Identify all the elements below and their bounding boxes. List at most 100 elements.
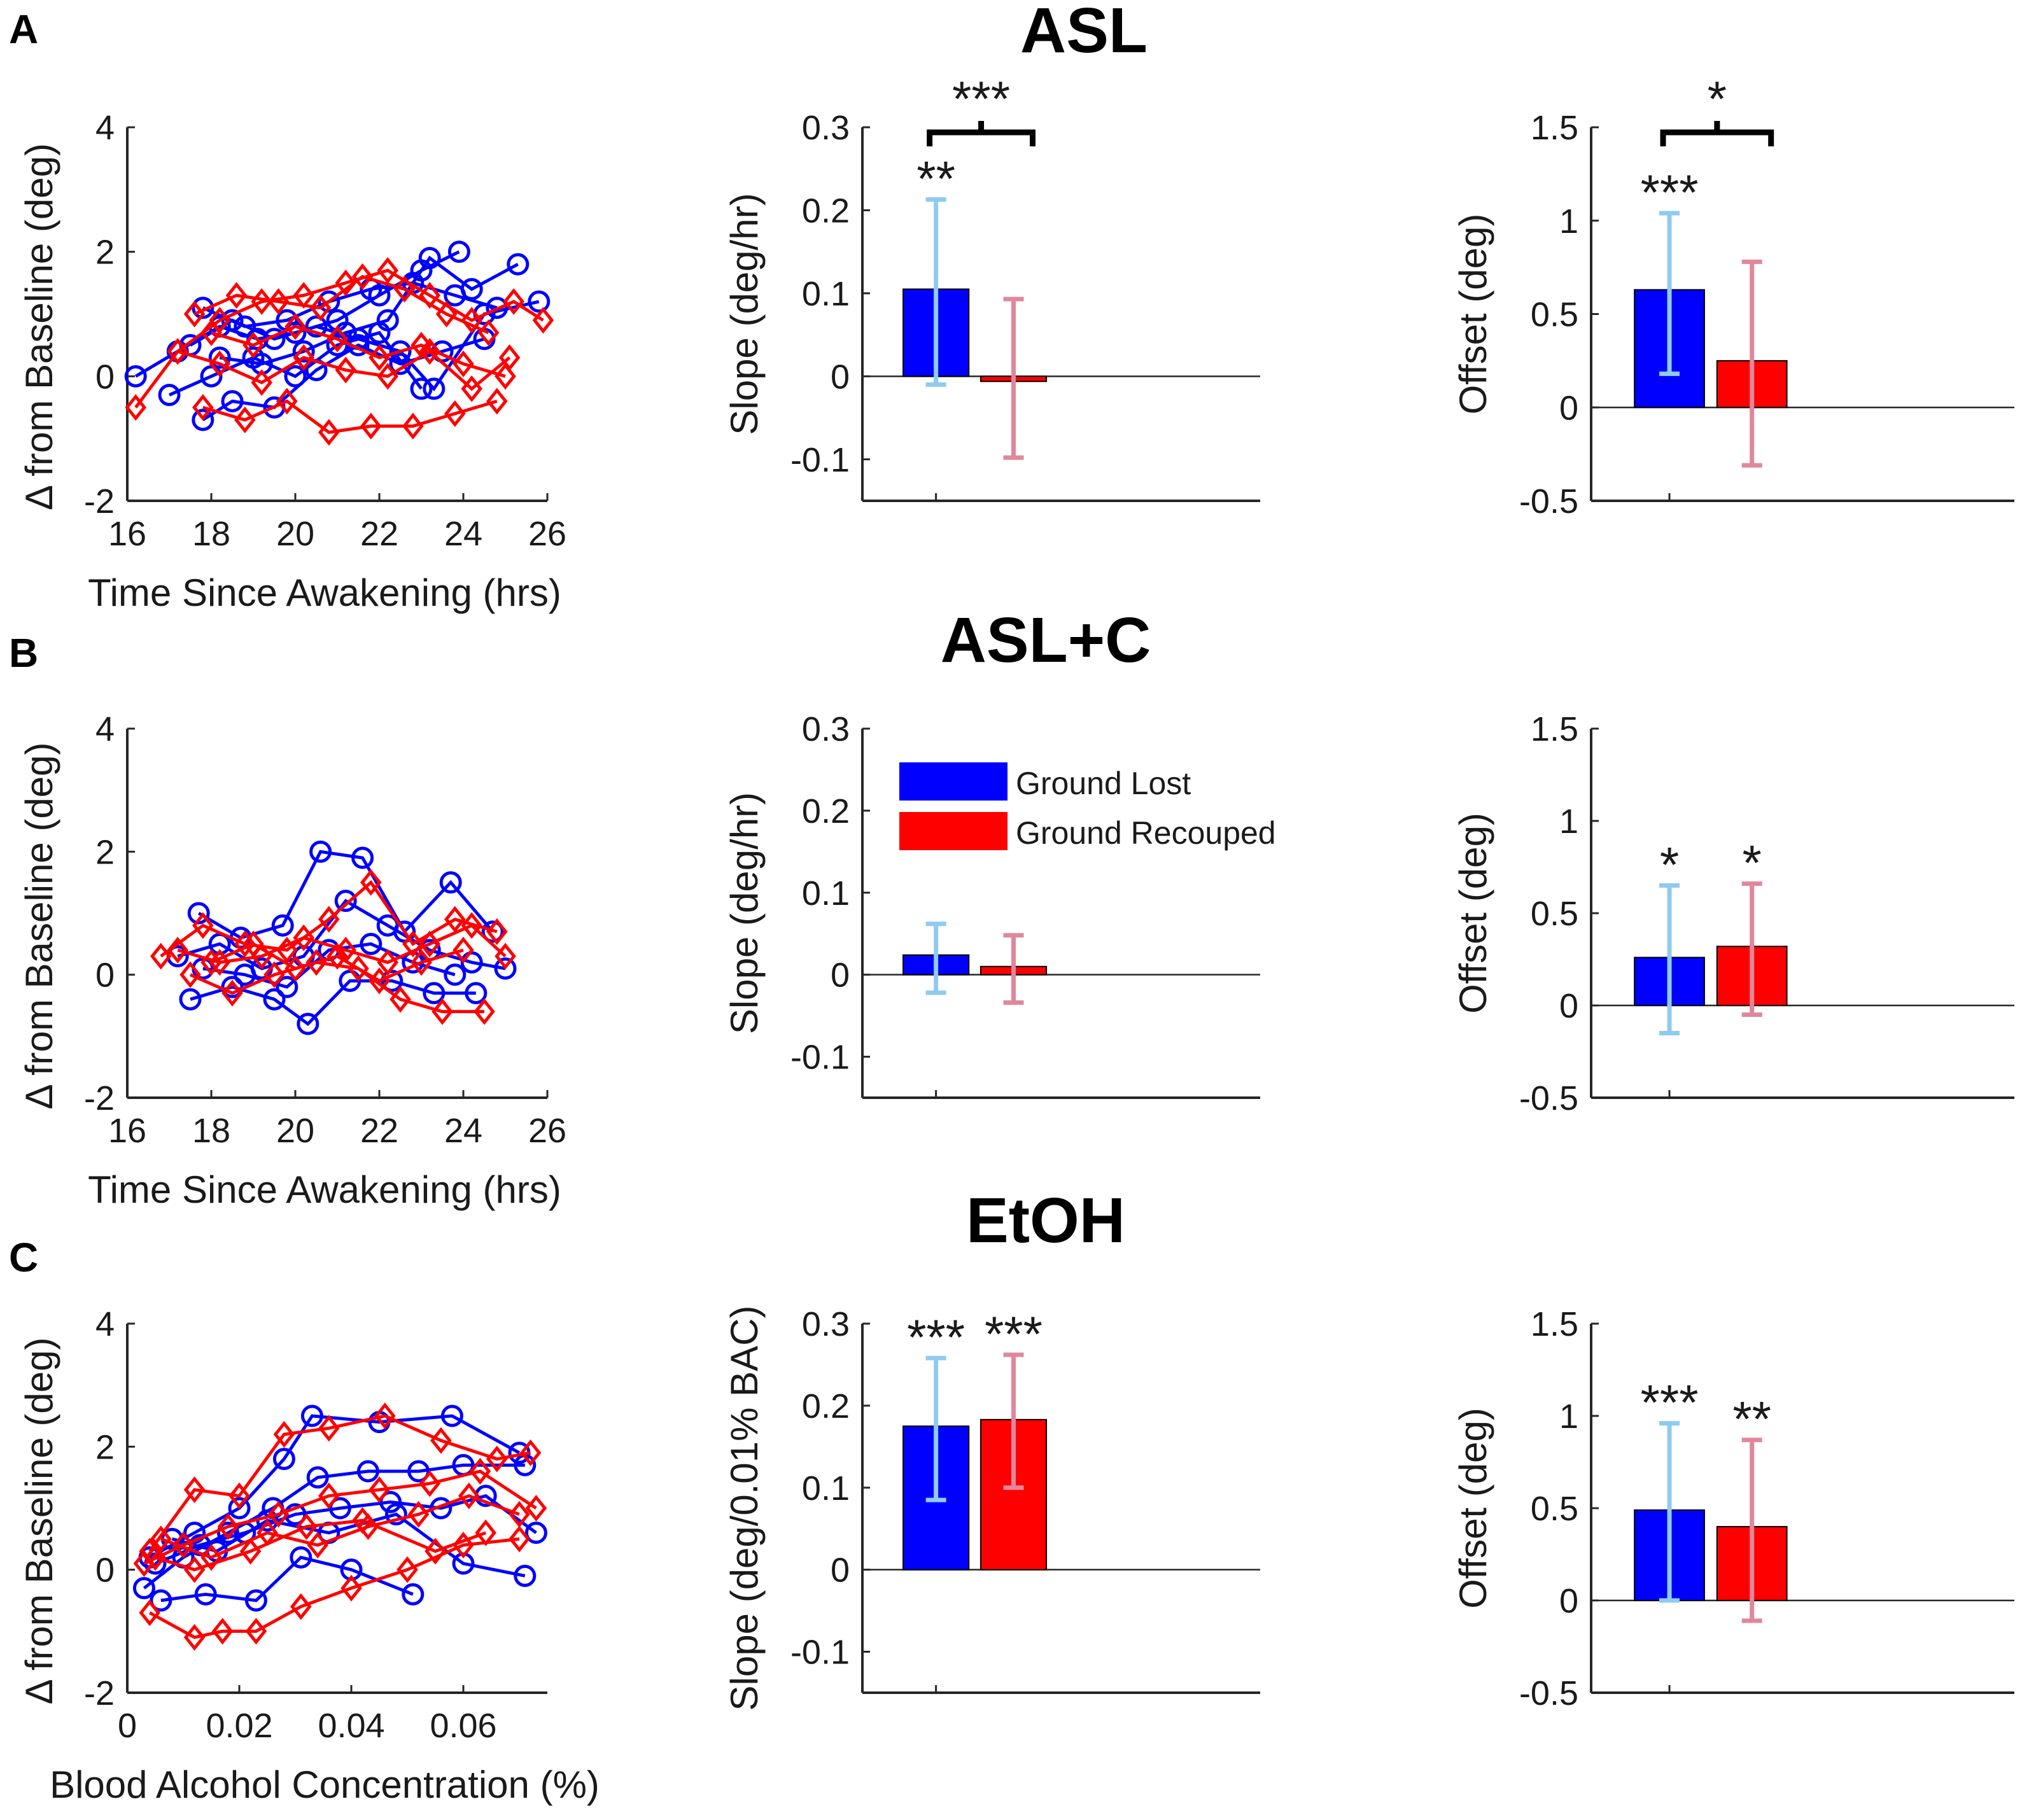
chart-a-scatter-point [393,276,416,303]
chart-a-scatter-point [435,300,458,328]
chart-b-scatter-point [276,976,298,998]
chart-b-scatter-point [263,988,286,1011]
chart-a-scatter-point [335,356,357,384]
chart-a-scatter-point [318,419,340,446]
chart-b-scatter-xtick-label: 18 [192,1112,230,1150]
chart-c-scatter-point [295,1513,318,1541]
chart-c-scatter-series-line [160,1494,520,1560]
chart-b-slope-ytick-label: -0.1 [790,1039,850,1077]
chart-a-scatter-point [192,394,214,421]
chart-c-scatter-point [519,1439,542,1467]
chart-a-scatter-point [460,277,483,300]
chart-b-offset-sig-stars: * [1660,837,1679,893]
chart-c-slope-ytick-label: 0 [831,1551,850,1590]
chart-b-scatter-point [461,912,483,939]
chart-c-scatter-xtick-label: 0.06 [430,1707,496,1745]
chart-c-scatter-point [430,1427,452,1454]
chart-c-scatter-point [306,1466,329,1489]
chart-a-scatter-point [503,288,525,315]
chart-a-scatter-point [377,363,399,390]
chart-a-offset: -0.5 0 0.5 1 1.5 Offset (deg) **** [1452,71,2014,521]
chart-c-scatter-series-line [148,1414,531,1553]
chart-c-slope-ytick-label: -0.1 [790,1634,850,1672]
chart-a-offset-ytick-label: 0 [1559,389,1578,427]
chart-c-scatter-point [307,1531,329,1559]
chart-c-scatter-point [244,1589,267,1612]
chart-b-scatter-ytick-label: -2 [84,1079,115,1117]
chart-c-scatter-series-line [155,1518,487,1572]
chart-c-scatter-point [132,1577,155,1600]
chart-c-scatter-ytick-label: 4 [95,1305,115,1343]
chart-a-scatter-ylabel: Δ from Baseline (deg) [18,143,60,510]
chart-b-slope-ytick-label: 0 [831,956,850,995]
chart-c-scatter-point [402,1583,425,1606]
chart-c-scatter-point [440,1404,463,1427]
chart-a-scatter-point [305,315,328,338]
chart-b-scatter-series-line [177,923,507,964]
legend-swatch-lost [899,762,1007,801]
chart-b-scatter-point [179,961,201,988]
chart-b-scatter-point [377,949,399,976]
chart-a-scatter-point [402,412,424,440]
chart-a-scatter-point [251,369,273,396]
chart-c-scatter-point [509,1501,530,1528]
chart-b-scatter-point [284,955,306,983]
legend-swatch-recouped [899,812,1007,850]
chart-a-slope-sig-bracket [927,121,1036,146]
chart-b-scatter-point [444,963,467,986]
chart-a-scatter-point [124,365,147,388]
chart-a-slope-sig-stars: ** [916,150,955,206]
chart-c-slope-ytick-label: 0.1 [802,1469,850,1508]
chart-c-scatter-point [419,1470,441,1497]
chart-a-scatter-point [351,263,374,290]
chart-b-scatter-point [402,930,424,958]
chart-c-scatter-point [239,1537,262,1565]
chart-c-scatter-xtick-label: 0 [118,1707,137,1745]
chart-a-scatter-point [309,294,332,321]
chart-a-scatter-point [461,375,483,402]
chart-b-scatter-point [360,932,383,955]
chart-a-offset-ytick-label: 0.5 [1531,296,1578,334]
chart-b-scatter-point [411,949,432,976]
chart-a-scatter-point [411,332,432,359]
chart-c-scatter-point [183,1556,206,1583]
chart-a-scatter-point [360,412,382,440]
chart-a-scatter-point [444,400,466,428]
panel-letter-a: A [9,6,38,52]
row-title-etoh: EtOH [966,1185,1125,1256]
chart-b-scatter-point [486,918,508,946]
chart-a-scatter-point [477,319,500,346]
chart-b-scatter-point [334,890,357,913]
chart-c-scatter-xtick-label: 0.04 [318,1707,384,1745]
chart-a-offset-ytick-label: 1 [1559,202,1578,241]
chart-a-scatter-point [284,365,307,388]
chart-b-scatter-point [326,942,348,970]
chart-a-scatter-xlabel: Time Since Awakening (hrs) [88,571,561,614]
chart-a-slope-ytick-label: 0.2 [802,192,850,230]
chart-a-scatter-point [284,313,306,340]
chart-b-offset-ylabel: Offset (deg) [1452,813,1494,1014]
chart-b-scatter-xtick-label: 20 [276,1112,314,1150]
chart-b-scatter-point [263,961,285,988]
chart-a-scatter-point [242,332,264,359]
chart-c-scatter-point [267,1501,290,1528]
chart-b-offset-ytick-label: 0 [1559,987,1578,1025]
chart-a-scatter-point [267,288,290,315]
chart-c-scatter-point [300,1404,323,1427]
chart-a-scatter-series-line [168,330,423,396]
chart-c-slope: -0.1 0 0.1 0.2 0.3 Slope (deg/0.01% BAC) *** **… [723,1305,1260,1711]
chart-b-scatter-point [309,840,332,863]
chart-c-scatter-xlabel: Blood Alcohol Concentration (%) [50,1763,600,1806]
chart-b-scatter-point [390,986,411,1013]
chart-c-scatter-point [228,1482,250,1509]
chart-b-scatter-point [209,949,231,976]
chart-c-offset-ytick-label: 0.5 [1531,1490,1578,1528]
chart-b-scatter-xtick-label: 26 [528,1112,566,1150]
chart-b-scatter-point [187,902,210,925]
chart-b-scatter-point [221,976,244,998]
chart-a-scatter-point [335,269,357,297]
